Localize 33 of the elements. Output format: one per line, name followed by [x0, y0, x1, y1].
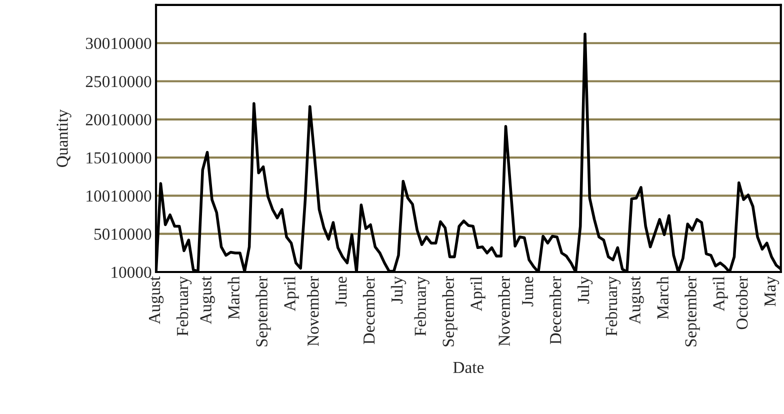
x-tick-label: December [362, 276, 375, 344]
x-tick-label: December [549, 276, 562, 344]
y-tick-label: 25010000 [86, 76, 152, 88]
y-tick-label: 5010000 [94, 228, 152, 240]
y-tick-label: 10010000 [86, 190, 152, 202]
x-tick-label: August [200, 276, 215, 324]
x-tick-label: April [284, 276, 299, 312]
x-axis-title: Date [453, 362, 484, 374]
x-tick-label: November [498, 276, 510, 346]
x-tick-label: March [656, 276, 668, 320]
x-tick-label: June [336, 276, 347, 306]
x-tick-label: May [764, 276, 780, 306]
x-tick-label: April [712, 276, 728, 312]
y-axis-title: Quantity [56, 109, 72, 167]
x-tick-label: September [256, 276, 271, 346]
x-tick-label: September [442, 276, 458, 346]
y-tick-label: 10000 [112, 266, 152, 278]
x-tick-label: August [148, 276, 164, 324]
x-tick-label: February [414, 276, 430, 336]
x-tick-label: February [605, 276, 621, 336]
x-tick-label: February [176, 276, 192, 336]
x-tick-label: November [307, 276, 319, 346]
x-tick-label: April [470, 276, 486, 312]
x-tick-label: August [629, 276, 644, 324]
x-tick-label: March [228, 276, 240, 320]
x-tick-label: June [522, 276, 534, 306]
x-tick-label: October [736, 276, 748, 330]
x-tick-label: July [577, 276, 593, 304]
y-tick-label: 15010000 [86, 152, 152, 164]
x-tick-label: September [684, 276, 700, 346]
y-tick-label: 30010000 [86, 38, 152, 50]
x-tick-label: July [390, 276, 406, 304]
y-tick-label: 20010000 [86, 114, 152, 126]
